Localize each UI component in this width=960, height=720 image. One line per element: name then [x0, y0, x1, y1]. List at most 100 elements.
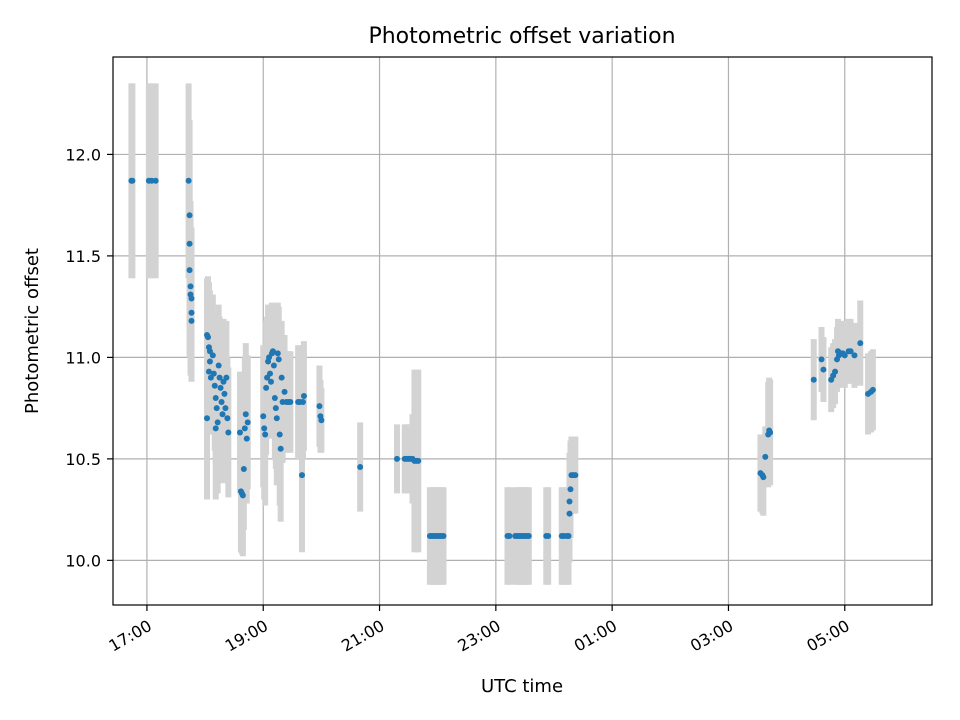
data-point — [186, 267, 193, 274]
data-point — [244, 419, 251, 426]
plot-frame — [112, 56, 933, 606]
x-tick-label: 17:00 — [105, 616, 154, 656]
data-point — [545, 532, 552, 539]
data-point — [270, 362, 277, 369]
data-point — [217, 384, 224, 391]
data-point — [225, 429, 232, 436]
data-point — [318, 417, 325, 424]
data-point — [300, 392, 307, 399]
data-point — [239, 492, 246, 499]
data-point — [357, 463, 364, 470]
data-point — [566, 510, 573, 517]
x-tick-label: 01:00 — [571, 616, 620, 656]
data-point — [276, 431, 283, 438]
data-point — [869, 386, 876, 393]
data-point — [224, 415, 231, 422]
data-point — [223, 374, 230, 381]
data-point — [241, 425, 248, 432]
data-point — [299, 472, 305, 479]
data-point — [210, 370, 217, 377]
data-point — [267, 370, 274, 377]
data-point — [219, 411, 226, 418]
y-axis-label: Photometric offset — [22, 248, 43, 414]
data-point — [262, 431, 269, 438]
data-point — [243, 435, 250, 442]
data-point — [272, 405, 279, 412]
data-point — [152, 177, 159, 184]
data-point — [206, 358, 213, 365]
y-tick-label: 12.0 — [65, 145, 101, 164]
data-point — [847, 348, 854, 355]
data-point — [299, 399, 306, 406]
data-point — [188, 309, 195, 316]
x-tick-label: 23:00 — [454, 616, 503, 656]
data-point — [216, 374, 223, 381]
data-point — [213, 405, 220, 412]
data-point — [205, 368, 212, 375]
data-point — [857, 340, 864, 347]
x-tick-label: 05:00 — [803, 616, 852, 656]
axis-ticks: 10.0 10.5 11.0 11.5 12.0 17:00 19:00 21:00 23:00… — [65, 145, 852, 655]
data-point — [211, 382, 218, 389]
data-point — [187, 283, 194, 290]
y-tick-label: 11.5 — [65, 247, 101, 266]
data-point — [222, 405, 229, 412]
data-point — [566, 498, 573, 505]
data-point — [212, 394, 219, 401]
x-axis-label: UTC time — [481, 676, 563, 697]
data-point — [271, 394, 278, 401]
data-point — [287, 399, 294, 406]
data-point — [260, 413, 267, 420]
data-point — [316, 403, 323, 410]
data-point — [275, 356, 282, 363]
data-point — [209, 352, 216, 359]
data-point — [212, 425, 219, 432]
data-point — [273, 415, 280, 422]
data-point — [415, 457, 422, 464]
data-point — [188, 295, 195, 302]
data-point — [565, 532, 572, 539]
data-point — [218, 399, 225, 406]
x-tick-label: 19:00 — [222, 616, 271, 656]
data-point — [760, 474, 767, 481]
data-point — [185, 177, 192, 184]
data-point — [204, 334, 211, 341]
x-tick-label: 21:00 — [338, 616, 387, 656]
y-tick-label: 11.0 — [65, 348, 101, 367]
data-points — [128, 177, 876, 539]
y-tick-label: 10.0 — [65, 551, 101, 570]
x-tick-label: 03:00 — [687, 616, 736, 656]
data-point — [851, 352, 858, 359]
data-point — [267, 378, 274, 385]
data-point — [832, 368, 839, 375]
data-point — [277, 445, 284, 452]
data-point — [204, 415, 211, 422]
data-point — [215, 362, 222, 369]
data-point — [525, 532, 532, 539]
error-bars — [128, 83, 876, 585]
data-point — [236, 429, 243, 436]
y-tick-label: 10.5 — [65, 450, 101, 469]
data-point — [221, 390, 228, 397]
data-point — [810, 376, 817, 383]
data-point — [440, 532, 447, 539]
data-point — [240, 466, 247, 473]
data-point — [567, 486, 574, 493]
chart-title: Photometric offset variation — [368, 24, 675, 49]
data-point — [281, 388, 288, 395]
data-point — [572, 472, 579, 479]
data-point — [274, 350, 281, 357]
data-point — [261, 425, 268, 432]
data-point — [129, 177, 136, 184]
data-point — [188, 317, 195, 324]
data-point — [186, 212, 193, 219]
data-point — [393, 455, 400, 462]
data-point — [242, 411, 249, 418]
data-point — [278, 374, 285, 381]
data-point — [762, 453, 769, 460]
data-point — [820, 366, 827, 373]
data-point — [269, 348, 276, 355]
data-point — [818, 356, 825, 363]
data-point — [214, 419, 221, 426]
